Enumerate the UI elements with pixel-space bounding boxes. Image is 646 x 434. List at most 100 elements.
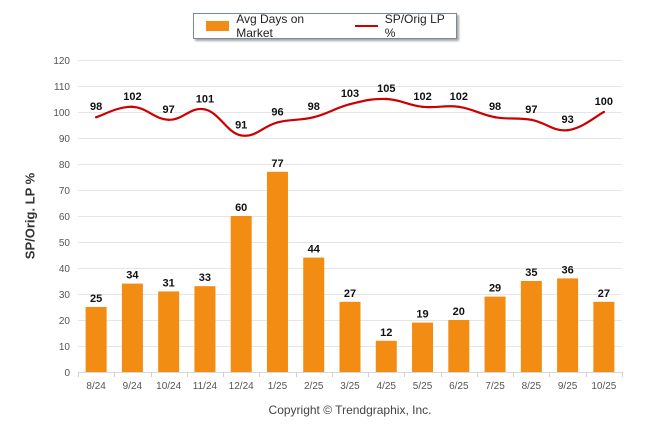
y-tick-label: 110 (54, 82, 70, 93)
bar (593, 301, 615, 372)
line-data-label: 97 (163, 104, 175, 116)
bar (448, 320, 470, 372)
bar (121, 283, 143, 372)
bar-data-label: 25 (90, 293, 102, 305)
line-data-label: 93 (561, 114, 573, 126)
data-labels: 25 34 31 33 60 77 44 27 12 19 20 29 35 36 27 98 102 97 101… (90, 83, 613, 339)
line-point (167, 118, 170, 122)
y-tick-label: 10 (59, 342, 71, 353)
line-data-label: 105 (377, 83, 395, 95)
x-tick-label: 9/25 (558, 381, 578, 392)
bar-data-label: 33 (199, 272, 211, 284)
bar (85, 307, 107, 372)
x-tick-label: 7/25 (485, 381, 505, 392)
x-tick-label: 8/25 (522, 381, 542, 392)
x-tick-label: 11/24 (193, 381, 218, 392)
legend-label-sp-orig-lp: SP/Orig LP % (384, 12, 445, 40)
line-data-label: 91 (235, 119, 247, 131)
line-data-label: 98 (90, 101, 102, 113)
legend-label-avg-days: Avg Days on Market (236, 12, 305, 40)
line-point (276, 121, 279, 124)
x-tick-label: 5/25 (413, 381, 433, 392)
chart-legend: Avg Days on Market SP/Orig LP % (193, 12, 457, 40)
x-axis-ticks: 8/24 9/24 10/24 11/24 12/24 1/25 2/25 3/25 4/25 5… (78, 372, 623, 392)
bar-data-label: 77 (271, 158, 283, 170)
bar-data-label: 60 (235, 202, 247, 214)
line-point (457, 105, 460, 109)
bar (520, 281, 542, 372)
bar-data-label: 44 (308, 244, 321, 256)
line-data-label: 102 (450, 91, 468, 103)
x-tick-label: 4/25 (377, 381, 397, 392)
line-data-label: 102 (123, 91, 141, 103)
line-point (203, 108, 207, 111)
x-tick-label: 12/24 (229, 381, 254, 392)
line-data-label: 97 (525, 104, 537, 116)
y-tick-label: 80 (59, 160, 71, 171)
y-tick-label: 20 (59, 316, 71, 327)
legend-line-swatch-icon (354, 25, 378, 27)
copyright-footer: Copyright © Trendgraphix, Inc. (268, 403, 432, 417)
x-tick-label: 1/25 (268, 381, 288, 392)
bar (266, 171, 288, 372)
line-point (602, 110, 606, 114)
bar (158, 291, 180, 372)
bar (375, 340, 397, 372)
bar-data-label: 31 (163, 277, 175, 289)
legend-bar-swatch-icon (206, 21, 230, 31)
x-tick-label: 8/24 (86, 381, 106, 392)
line-data-label: 98 (489, 101, 501, 113)
bar (230, 216, 252, 372)
y-tick-label: 30 (59, 290, 71, 301)
y-tick-label: 40 (59, 264, 71, 275)
line-point (493, 116, 497, 119)
line-point (421, 105, 424, 109)
bar (484, 296, 506, 372)
line-point (131, 105, 134, 109)
line-data-label: 100 (595, 96, 613, 108)
bar (557, 278, 579, 372)
line-point (94, 116, 98, 119)
x-tick-label: 10/24 (156, 381, 181, 392)
y-tick-label: 120 (53, 56, 70, 67)
bar-data-label: 19 (416, 309, 428, 321)
y-tick-label: 90 (59, 134, 71, 145)
line-data-label: 98 (308, 101, 320, 113)
bar-data-label: 35 (525, 267, 537, 279)
y-tick-label: 60 (59, 212, 71, 223)
bar-data-label: 36 (561, 264, 573, 276)
line-point (312, 116, 315, 119)
bar-data-label: 20 (453, 306, 465, 318)
line-data-label: 101 (196, 93, 214, 105)
bar-data-label: 34 (126, 270, 139, 282)
bar-data-label: 27 (598, 288, 610, 300)
line-point (348, 103, 352, 106)
line-data-label: 102 (413, 91, 431, 103)
line-point (240, 134, 243, 137)
bar-series (85, 171, 615, 372)
bar-data-label: 29 (489, 283, 501, 295)
bar (194, 286, 216, 372)
bar (303, 257, 325, 372)
y-tick-label: 70 (59, 186, 71, 197)
bar-data-label: 27 (344, 288, 356, 300)
x-tick-label: 9/24 (123, 381, 143, 392)
y-tick-label: 50 (59, 238, 71, 249)
line-point (530, 118, 533, 122)
line-point (385, 97, 388, 101)
bar-data-label: 12 (380, 327, 392, 339)
line-series (94, 97, 606, 137)
y-tick-label: 0 (64, 368, 70, 379)
line-data-label: 96 (271, 106, 283, 118)
line-point (566, 129, 569, 132)
x-tick-label: 6/25 (449, 381, 469, 392)
legend-item-avg-days[interactable]: Avg Days on Market (194, 12, 341, 40)
bar (339, 301, 361, 372)
legend-item-sp-orig-lp[interactable]: SP/Orig LP % (341, 12, 456, 40)
y-tick-label: 100 (53, 108, 70, 119)
bar (412, 322, 434, 372)
x-tick-label: 10/25 (591, 381, 616, 392)
x-tick-label: 2/25 (304, 381, 324, 392)
x-tick-label: 3/25 (340, 381, 360, 392)
